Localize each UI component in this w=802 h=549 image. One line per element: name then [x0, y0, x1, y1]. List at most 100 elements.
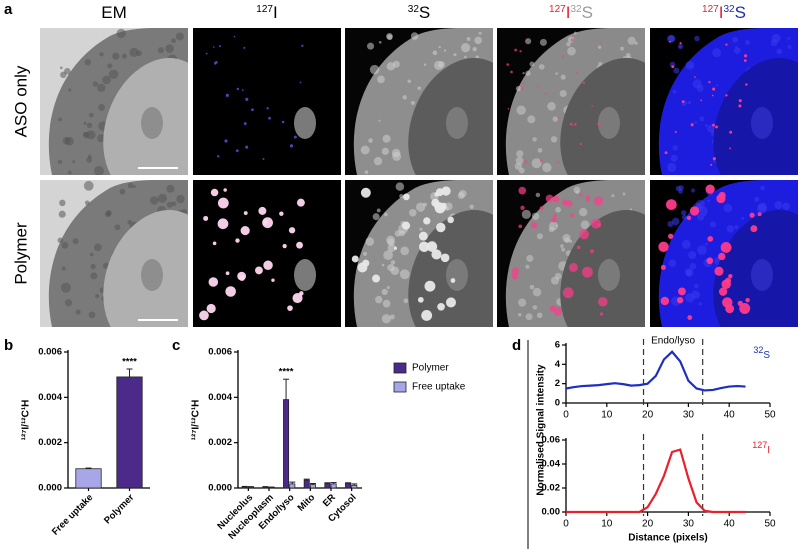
signal-spot: [511, 273, 519, 280]
signal-spot: [293, 135, 297, 139]
texture: [620, 46, 625, 51]
texture: [444, 202, 453, 211]
signal-spot: [296, 241, 303, 249]
texture: [59, 199, 66, 207]
signal-spot: [199, 310, 209, 321]
signal-spot: [441, 186, 451, 196]
header-base: I: [719, 3, 724, 22]
texture: [518, 298, 527, 307]
texture: [399, 269, 410, 280]
texture: [93, 165, 104, 175]
bar: [241, 486, 248, 489]
texture: [561, 247, 566, 252]
bar: [345, 483, 352, 489]
texture: [692, 79, 702, 89]
texture: [536, 233, 543, 240]
texture: [550, 136, 558, 143]
signal-spot: [423, 217, 431, 225]
region-label: Endo/lyso: [651, 336, 695, 347]
texture: [760, 185, 765, 191]
signal-spot: [668, 233, 674, 239]
texture: [65, 136, 74, 146]
x-tick-label: 20: [642, 519, 654, 530]
signal-spot: [245, 97, 249, 101]
signal-spot: [262, 157, 265, 160]
signal-spot: [718, 191, 726, 199]
legend-label: Free uptake: [412, 382, 466, 393]
texture: [705, 124, 708, 127]
texture: [787, 36, 791, 40]
signal-spot: [686, 215, 692, 221]
y-tick-label: 2: [555, 378, 560, 389]
texture: [67, 170, 72, 175]
texture: [58, 210, 66, 218]
signal-spot: [217, 218, 229, 230]
signal-spot: [217, 197, 229, 209]
signal-spot: [711, 94, 714, 97]
signal-spot: [553, 213, 557, 218]
texture: [573, 31, 577, 35]
texture: [564, 237, 570, 243]
texture: [566, 41, 571, 47]
signal-spot: [739, 303, 751, 314]
texture: [83, 132, 88, 137]
bar: [289, 483, 296, 489]
panel-label: a: [4, 1, 13, 18]
signal-spot: [240, 225, 250, 236]
texture: [116, 28, 126, 39]
bar: [330, 483, 337, 489]
texture: [734, 47, 741, 54]
error-bar: [289, 481, 296, 484]
signal-spot: [205, 52, 208, 55]
error-bar: [126, 368, 133, 377]
signal-spot: [590, 218, 601, 229]
texture: [132, 185, 136, 189]
signal-spot: [296, 198, 305, 207]
bar: [75, 468, 102, 489]
texture: [547, 101, 556, 111]
texture: [75, 309, 81, 315]
texture: [787, 44, 792, 49]
texture: [114, 224, 121, 231]
texture: [782, 202, 790, 211]
texture: [364, 170, 369, 174]
signal-spot: [706, 257, 714, 265]
signal-spot: [289, 144, 294, 148]
signal-spot: [600, 42, 603, 45]
texture: [171, 201, 177, 207]
texture: [575, 190, 580, 194]
texture: [395, 182, 405, 191]
texture: [377, 75, 385, 84]
texture: [698, 302, 703, 306]
error-bar: [309, 482, 316, 485]
texture: [375, 295, 383, 304]
bar: [262, 486, 269, 489]
texture: [86, 122, 93, 129]
signal-spot: [700, 99, 703, 102]
texture: [381, 314, 391, 324]
y-tick-label: 0.002: [38, 437, 62, 448]
texture: [694, 35, 700, 42]
texture: [672, 89, 677, 94]
texture: [697, 213, 705, 221]
signal-spot: [245, 145, 249, 149]
texture: [464, 55, 467, 59]
signal-spot: [665, 199, 677, 210]
texture: [709, 221, 716, 228]
texture: [525, 264, 530, 269]
texture: [83, 180, 94, 191]
texture: [699, 206, 708, 216]
label-sup: 127: [752, 440, 767, 450]
texture: [390, 266, 400, 276]
signal-spot: [440, 253, 450, 263]
texture: [726, 225, 735, 233]
nucleolus: [598, 259, 620, 291]
signal-spot: [518, 186, 527, 195]
nucleolus: [446, 259, 468, 291]
signal-spot: [258, 206, 267, 215]
texture: [165, 44, 174, 53]
texture: [560, 244, 564, 248]
signal-spot: [440, 203, 447, 210]
texture: [466, 37, 471, 41]
texture: [58, 117, 63, 122]
